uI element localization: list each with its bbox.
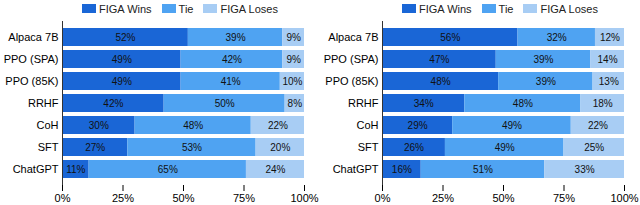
svg-text:42%: 42% [103, 98, 123, 109]
svg-text:34%: 34% [414, 98, 434, 109]
svg-text:32%: 32% [547, 32, 567, 43]
svg-text:52%: 52% [115, 32, 135, 43]
svg-text:48%: 48% [431, 76, 451, 87]
svg-text:25%: 25% [432, 192, 454, 204]
svg-text:42%: 42% [222, 54, 242, 65]
svg-text:10%: 10% [282, 76, 302, 87]
svg-text:49%: 49% [112, 54, 132, 65]
svg-text:ChatGPT: ChatGPT [13, 163, 59, 175]
svg-text:25%: 25% [584, 142, 604, 153]
svg-text:75%: 75% [553, 192, 575, 204]
svg-text:18%: 18% [593, 98, 613, 109]
svg-text:12%: 12% [600, 32, 620, 43]
svg-text:48%: 48% [513, 98, 533, 109]
svg-text:8%: 8% [288, 98, 303, 109]
svg-text:SFT: SFT [38, 141, 59, 153]
html-text:FIGA Loses: FIGA Loses [540, 2, 598, 15]
svg-text:SFT: SFT [358, 141, 379, 153]
svg-text:0%: 0% [375, 192, 391, 204]
svg-text:39%: 39% [533, 54, 553, 65]
svg-text:51%: 51% [473, 164, 493, 175]
svg-text:47%: 47% [429, 54, 449, 65]
svg-text:PPO (SPA): PPO (SPA) [4, 53, 59, 65]
svg-text:48%: 48% [183, 120, 203, 131]
svg-text:26%: 26% [404, 142, 424, 153]
svg-text:49%: 49% [495, 142, 515, 153]
svg-text:9%: 9% [286, 54, 301, 65]
svg-text:Alpaca 7B: Alpaca 7B [328, 31, 378, 43]
svg-text:27%: 27% [85, 142, 105, 153]
svg-text:39%: 39% [226, 32, 246, 43]
svg-text:PPO (SPA): PPO (SPA) [324, 53, 379, 65]
svg-text:ChatGPT: ChatGPT [333, 163, 379, 175]
svg-text:16%: 16% [392, 164, 412, 175]
svg-text:9%: 9% [286, 32, 301, 43]
html-text:Tie: Tie [498, 2, 514, 15]
svg-text:11%: 11% [66, 164, 85, 175]
html-text:Tie: Tie [178, 2, 194, 15]
svg-text:CoH: CoH [356, 119, 378, 131]
svg-text:41%: 41% [221, 76, 241, 87]
svg-text:CoH: CoH [36, 119, 58, 131]
svg-text:50%: 50% [215, 98, 235, 109]
svg-text:75%: 75% [233, 192, 255, 204]
svg-text:0%: 0% [55, 192, 71, 204]
svg-text:14%: 14% [598, 54, 618, 65]
svg-text:RRHF: RRHF [348, 97, 379, 109]
svg-text:PPO (85K): PPO (85K) [325, 75, 378, 87]
svg-text:30%: 30% [89, 120, 109, 131]
svg-text:65%: 65% [158, 164, 178, 175]
svg-text:49%: 49% [112, 76, 132, 87]
svg-text:56%: 56% [440, 32, 460, 43]
svg-text:13%: 13% [599, 76, 619, 87]
svg-text:25%: 25% [112, 192, 134, 204]
svg-text:RRHF: RRHF [28, 97, 59, 109]
svg-text:24%: 24% [265, 164, 285, 175]
html-text:FIGA Wins: FIGA Wins [419, 2, 472, 15]
svg-text:22%: 22% [588, 120, 608, 131]
html-text:FIGA Loses: FIGA Loses [220, 2, 278, 15]
svg-text:49%: 49% [502, 120, 522, 131]
svg-text:33%: 33% [575, 164, 595, 175]
svg-text:50%: 50% [492, 192, 514, 204]
svg-text:53%: 53% [182, 142, 202, 153]
svg-text:50%: 50% [172, 192, 194, 204]
svg-text:39%: 39% [536, 76, 556, 87]
svg-text:PPO (85K): PPO (85K) [5, 75, 58, 87]
svg-text:100%: 100% [610, 192, 638, 204]
html-text:FIGA Wins: FIGA Wins [99, 2, 152, 15]
svg-text:29%: 29% [408, 120, 428, 131]
svg-text:Alpaca 7B: Alpaca 7B [8, 31, 58, 43]
svg-text:100%: 100% [290, 192, 318, 204]
svg-text:22%: 22% [268, 120, 288, 131]
svg-text:20%: 20% [270, 142, 290, 153]
